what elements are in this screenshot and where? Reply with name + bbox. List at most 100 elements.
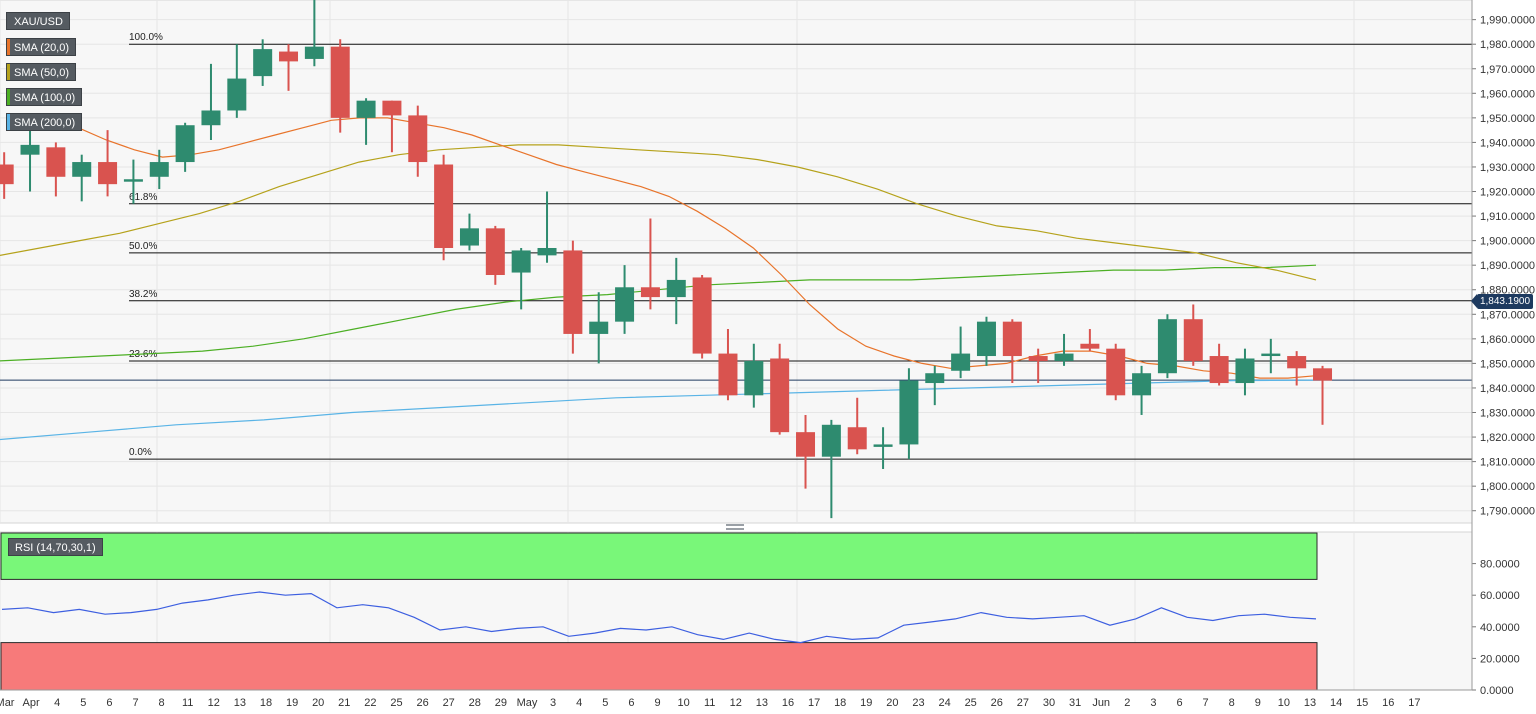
candle-up <box>1235 358 1255 384</box>
candle-up <box>20 144 40 155</box>
x-tick-label: 13 <box>1304 697 1316 709</box>
candle-down <box>98 162 118 185</box>
x-tick-label: 7 <box>132 697 138 709</box>
legend-sma100-label: SMA (100,0) <box>14 92 76 104</box>
price-pane-bg <box>0 0 1473 524</box>
price-tick-label: 1,990.0000 <box>1480 15 1535 27</box>
sma200-swatch <box>7 114 10 130</box>
x-tick-label: 25 <box>965 697 977 709</box>
candle-up <box>951 353 971 371</box>
rsi-overbought-zone <box>0 532 1318 580</box>
candle-down <box>847 427 867 450</box>
candle-up <box>537 247 557 256</box>
x-tick-label: 5 <box>602 697 608 709</box>
price-tick-label: 1,910.0000 <box>1480 211 1535 223</box>
sma50-swatch <box>7 64 10 80</box>
sma50-line <box>0 144 1317 281</box>
x-tick-label: 24 <box>938 697 950 709</box>
rsi-line <box>1 591 1317 644</box>
candle-down <box>770 358 790 433</box>
candle-up <box>304 46 324 59</box>
last-price-text: 1,843.1900 <box>1479 296 1531 307</box>
x-tick-label: 9 <box>654 697 660 709</box>
candle-down <box>382 100 402 116</box>
candle-up <box>821 424 841 457</box>
x-tick-label: 16 <box>782 697 794 709</box>
x-tick-label: 12 <box>208 697 220 709</box>
fib-level-label: 50.0% <box>129 241 157 252</box>
candle-up <box>1157 319 1177 374</box>
x-tick-label: 13 <box>756 697 768 709</box>
candle-down <box>692 277 712 354</box>
candle-up <box>899 380 919 445</box>
price-tick-label: 1,850.0000 <box>1480 358 1535 370</box>
legend-sma50[interactable]: SMA (50,0) <box>6 63 77 81</box>
legend-sma20[interactable]: SMA (20,0) <box>6 38 77 56</box>
x-tick-label: 25 <box>390 697 402 709</box>
price-tick-label: 1,950.0000 <box>1480 113 1535 125</box>
rsi-tick-label: 40.0000 <box>1480 622 1520 634</box>
rsi-tick-label: 60.0000 <box>1480 590 1520 602</box>
candle-up <box>666 279 686 298</box>
candle-down <box>1183 319 1203 361</box>
legend-sma200[interactable]: SMA (200,0) <box>6 113 83 131</box>
x-tick-label: 23 <box>912 697 924 709</box>
candle-up <box>925 373 945 384</box>
candle-up <box>589 321 609 334</box>
candle-down <box>1002 321 1022 357</box>
candle-down <box>46 147 66 177</box>
legend-sma200-label: SMA (200,0) <box>14 117 76 129</box>
price-tick-label: 1,940.0000 <box>1480 137 1535 149</box>
x-tick-label: 9 <box>1255 697 1261 709</box>
last-price-tag: 1,843.1900 <box>1471 294 1533 309</box>
candle-down <box>563 250 583 334</box>
x-tick-label: 30 <box>1043 697 1055 709</box>
candle-up <box>1132 373 1152 396</box>
price-tick-label: 1,930.0000 <box>1480 162 1535 174</box>
x-tick-label: 27 <box>1017 697 1029 709</box>
x-tick-label: May <box>517 697 538 709</box>
candle-down <box>1313 368 1333 381</box>
x-tick-label: 13 <box>234 697 246 709</box>
x-tick-label: 14 <box>1330 697 1342 709</box>
fib-level-label: 100.0% <box>129 32 163 43</box>
rsi-label[interactable]: RSI (14,70,30,1) <box>8 538 103 556</box>
rsi-label-text: RSI (14,70,30,1) <box>15 542 96 554</box>
fib-level-label: 0.0% <box>129 447 152 458</box>
price-tick-label: 1,980.0000 <box>1480 39 1535 51</box>
price-tick-label: 1,890.0000 <box>1480 260 1535 272</box>
price-tick-label: 1,800.0000 <box>1480 481 1535 493</box>
candle-down <box>1287 356 1307 369</box>
legend-sma20-label: SMA (20,0) <box>14 42 70 54</box>
candle-up <box>511 250 531 273</box>
x-tick-label: 4 <box>54 697 60 709</box>
legend-sma50-label: SMA (50,0) <box>14 67 70 79</box>
x-tick-label: 18 <box>260 697 272 709</box>
pane-resize-handle[interactable] <box>726 524 744 530</box>
candle-down <box>485 228 505 276</box>
candle-down <box>1209 356 1229 384</box>
x-tick-label: 4 <box>576 697 582 709</box>
x-tick-label: 26 <box>416 697 428 709</box>
candle-up <box>201 110 221 126</box>
candle-down <box>718 353 738 396</box>
x-tick-label: 27 <box>443 697 455 709</box>
x-tick-label: 12 <box>730 697 742 709</box>
candle-up <box>744 360 764 396</box>
x-tick-label: 11 <box>182 697 193 709</box>
x-tick-label: 17 <box>1408 697 1420 709</box>
x-tick-label: 19 <box>860 697 872 709</box>
price-tick-label: 1,860.0000 <box>1480 334 1535 346</box>
candle-down <box>0 164 14 185</box>
x-tick-label: 10 <box>1278 697 1290 709</box>
legend-sma100[interactable]: SMA (100,0) <box>6 88 83 106</box>
price-tick-label: 1,790.0000 <box>1480 506 1535 518</box>
candle-up <box>253 49 273 77</box>
rsi-oversold-zone <box>0 642 1318 691</box>
sma100-swatch <box>7 89 10 105</box>
x-tick-label: 29 <box>495 697 507 709</box>
x-tick-label: 6 <box>106 697 112 709</box>
candle-down <box>408 115 428 163</box>
price-tick-label: 1,920.0000 <box>1480 187 1535 199</box>
